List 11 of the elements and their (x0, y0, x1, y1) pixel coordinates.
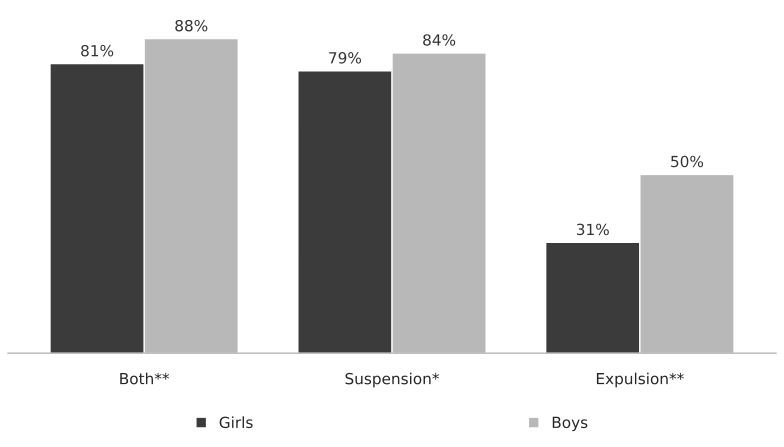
x-tick-label: Both** (120, 372, 170, 384)
data-label: 79% (329, 52, 362, 64)
data-label: 81% (81, 44, 114, 56)
x-tick-label: Suspension* (346, 372, 440, 388)
data-label: 50% (671, 156, 704, 168)
data-label: 31% (576, 224, 609, 236)
x-tick-label: Expulsion** (596, 372, 684, 388)
legend-label: Boys (552, 416, 588, 432)
data-label: 84% (423, 34, 456, 46)
legend-label: Girls (220, 416, 253, 428)
data-label: 88% (175, 20, 208, 32)
